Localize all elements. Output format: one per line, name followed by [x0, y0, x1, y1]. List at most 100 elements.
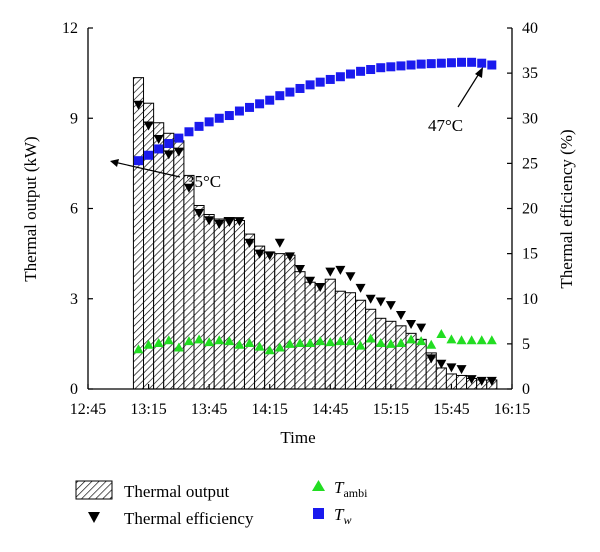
t-w-point	[194, 121, 204, 131]
thermal-efficiency-point	[224, 218, 235, 228]
t-w-point	[467, 57, 477, 67]
t-ambi-point	[133, 344, 144, 354]
t-w-point	[345, 69, 355, 79]
t-ambi-point	[335, 336, 346, 346]
legend-label-t-w: Tw	[334, 505, 351, 527]
x-tick-label: 13:45	[191, 401, 227, 418]
t-w-point	[356, 66, 366, 76]
t-w-point	[376, 63, 386, 73]
thermal-output-bar	[395, 325, 407, 390]
t-ambi-point	[365, 333, 376, 343]
t-ambi-point	[284, 338, 295, 348]
thermal-output-bar	[385, 320, 397, 390]
thermal-efficiency-point	[194, 209, 205, 219]
thermal-efficiency-point	[325, 267, 336, 277]
legend-item-thermal-efficiency: Thermal efficiency	[88, 509, 254, 528]
t-ambi-point	[456, 335, 467, 345]
t-w-point	[144, 150, 154, 160]
thermal-efficiency-point	[214, 219, 225, 229]
thermal-output-bar	[435, 367, 447, 390]
y-right-tick-label: 20	[522, 201, 538, 218]
thermal-output-bar	[294, 271, 306, 390]
legend-label-t-w-sub: w	[343, 513, 351, 527]
legend-symbol-square	[313, 508, 324, 519]
y-right-tick-label: 5	[522, 336, 530, 353]
t-ambi-point	[305, 337, 316, 347]
thermal-output-bar	[132, 77, 145, 390]
thermal-efficiency-point	[204, 216, 215, 226]
thermal-efficiency-point	[274, 238, 285, 248]
thermal-efficiency-point	[173, 147, 184, 157]
y-left-tick-label: 9	[70, 110, 78, 127]
legend-item-t-ambi: Tambi	[312, 478, 368, 500]
t-ambi-point	[254, 341, 265, 351]
thermal-output-bar	[415, 338, 427, 390]
thermal-efficiency-point	[385, 301, 396, 311]
t-w-point	[477, 58, 487, 68]
y-axis-left-ticks: 0 3 6 9 12	[62, 20, 93, 398]
x-axis-ticks: 12:45 13:15 13:45 14:15 14:45 15:15 15:45 16:15	[70, 384, 530, 418]
thermal-output-bar	[173, 140, 185, 390]
annotation-35c: 35°C	[110, 159, 221, 191]
x-tick-label: 15:45	[433, 401, 469, 418]
thermal-output-bar	[213, 218, 225, 390]
thermal-efficiency-point	[305, 276, 316, 286]
t-w-point	[245, 102, 255, 112]
legend-label-t-w-main: T	[334, 505, 345, 524]
t-w-point	[164, 139, 174, 149]
t-w-point	[214, 113, 224, 123]
y-right-tick-label: 35	[522, 65, 538, 82]
thermal-output-bar	[304, 281, 316, 390]
thermal-output-bar	[233, 220, 245, 390]
legend-item-thermal-output: Thermal output	[75, 480, 230, 501]
thermal-output-bar	[153, 122, 165, 390]
legend-symbol-hatched-box	[75, 480, 113, 500]
thermal-efficiency-point	[355, 283, 366, 293]
t-w-point	[255, 99, 265, 109]
thermal-output-bar	[203, 214, 215, 390]
annotation-47c: 47°C	[428, 67, 483, 135]
t-ambi-point	[426, 339, 437, 349]
thermal-efficiency-point	[163, 150, 174, 160]
t-w-point	[396, 61, 406, 71]
thermal-efficiency-point	[254, 249, 265, 259]
t-w-point	[204, 117, 214, 127]
t-ambi-point	[264, 345, 275, 355]
t-w-point	[416, 59, 426, 69]
thermal-efficiency-point	[143, 121, 154, 131]
t-ambi-point	[274, 342, 285, 352]
thermal-output-bar	[274, 253, 286, 390]
t-w-point	[366, 65, 376, 75]
thermal-efficiency-point	[416, 323, 427, 333]
thermal-output-bar	[254, 245, 266, 390]
t-ambi-point	[385, 338, 396, 348]
t-ambi-point	[315, 336, 326, 346]
t-ambi-point	[183, 336, 194, 346]
y-left-tick-label: 6	[70, 201, 78, 218]
y-axis-right-ticks: 0 5 10 15 20 25 30 35 40	[507, 20, 538, 398]
annotation-47c-arrow	[457, 71, 481, 108]
y-right-tick-label: 30	[522, 110, 538, 127]
t-ambi-point	[234, 339, 245, 349]
t-ambi-point	[416, 336, 427, 346]
x-tick-label: 13:15	[130, 401, 166, 418]
t-w-point	[487, 60, 497, 70]
thermal-efficiency-point	[295, 264, 305, 274]
thermal-efficiency-point	[244, 238, 255, 248]
legend-label-t-ambi: Tambi	[334, 478, 368, 500]
y-axis-left-label: Thermal output (kW)	[21, 136, 40, 281]
y-left-tick-label: 12	[62, 20, 78, 37]
y-left-tick-label: 0	[70, 381, 78, 398]
t-ambi-point	[204, 337, 215, 347]
legend-label-t-ambi-sub: ambi	[343, 486, 368, 500]
t-w-point	[224, 111, 234, 121]
t-ambi-point	[375, 337, 386, 347]
t-w-point	[234, 106, 244, 116]
thermal-efficiency-point	[375, 297, 386, 307]
t-w-point	[275, 91, 285, 101]
thermal-efficiency-point	[365, 294, 376, 304]
thermal-efficiency-markers	[133, 100, 497, 386]
annotation-35c-text: 35°C	[186, 172, 221, 191]
thermal-output-bar	[324, 278, 336, 390]
annotation-35c-arrow	[113, 161, 181, 178]
